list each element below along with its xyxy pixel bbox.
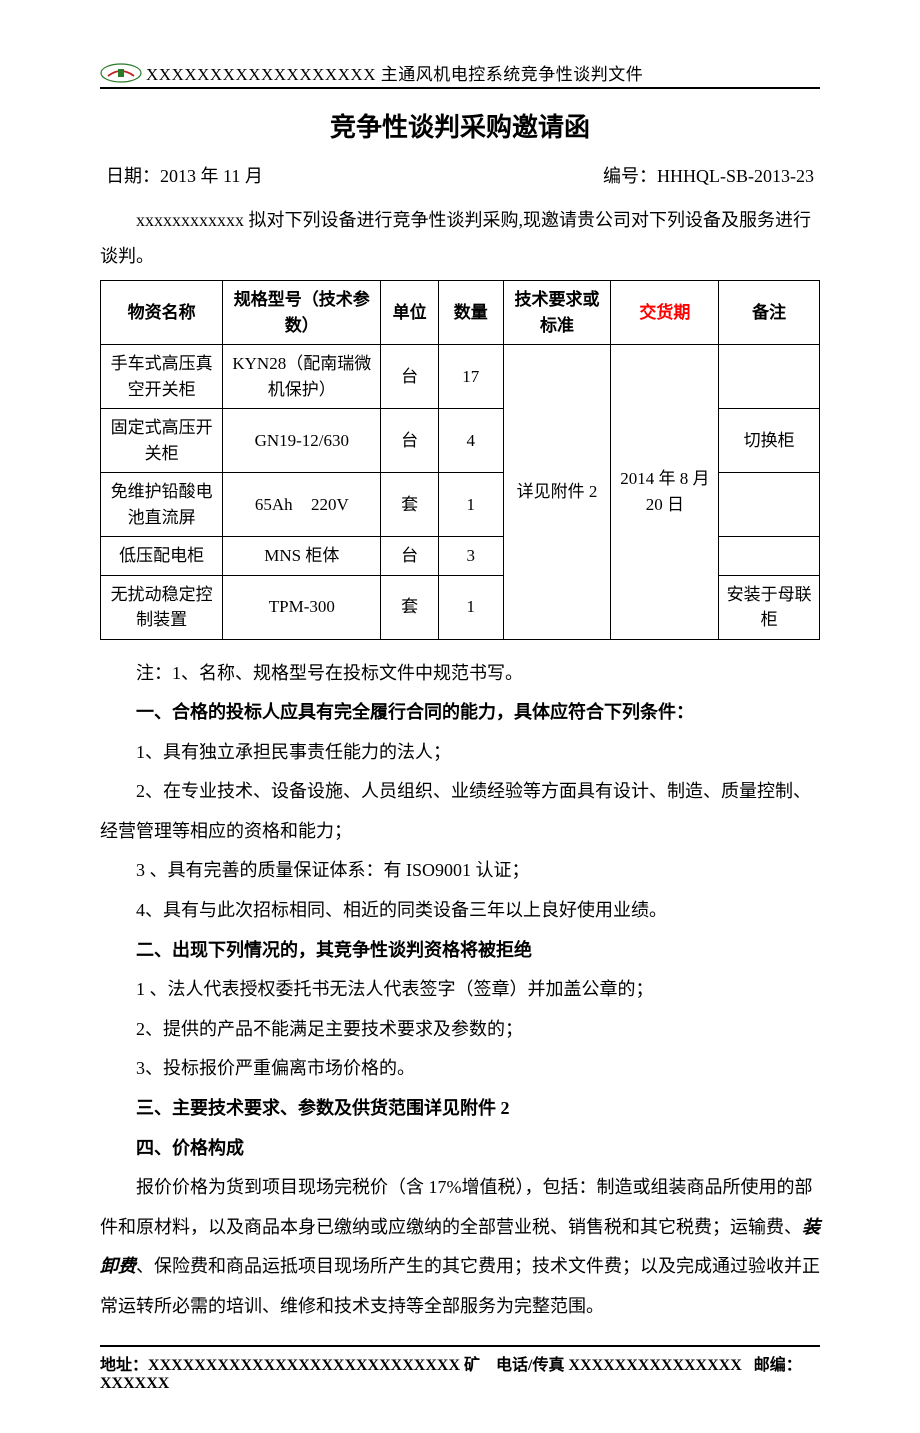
cell-spec: GN19-12/630	[223, 409, 381, 473]
cell-tech-merged: 详见附件 2	[503, 345, 611, 640]
section-4-title: 四、价格构成	[100, 1129, 820, 1169]
footer-tel-label: 电话/传真	[496, 1357, 564, 1374]
th-tech: 技术要求或标准	[503, 281, 611, 345]
document-title: 竞争性谈判采购邀请函	[100, 107, 820, 144]
footer-zip-label: 邮编：	[754, 1357, 802, 1374]
date-value: 2013 年 11 月	[160, 166, 263, 186]
cell-spec: MNS 柜体	[223, 537, 381, 576]
equipment-table: 物资名称 规格型号（技术参数） 单位 数量 技术要求或标准 交货期 备注 手车式…	[100, 280, 820, 640]
cell-delivery-merged: 2014 年 8 月 20 日	[611, 345, 719, 640]
ref-field: 编号：HHHQL-SB-2013-23	[603, 162, 814, 188]
cell-unit: 套	[381, 473, 439, 537]
cell-name: 手车式高压真空开关柜	[101, 345, 223, 409]
table-note: 注：1、名称、规格型号在投标文件中规范书写。	[100, 654, 820, 694]
cell-name: 无扰动稳定控制装置	[101, 575, 223, 639]
th-name: 物资名称	[101, 281, 223, 345]
cell-unit: 台	[381, 537, 439, 576]
th-unit: 单位	[381, 281, 439, 345]
footer-zip: XXXXXX	[100, 1375, 169, 1392]
cell-remark	[719, 537, 820, 576]
footer-tel: XXXXXXXXXXXXXXX	[568, 1357, 741, 1374]
cell-qty: 1	[438, 575, 503, 639]
logo-icon	[100, 62, 142, 84]
cell-qty: 1	[438, 473, 503, 537]
document-page: XXXXXXXXXXXXXXXXXX 主通风机电控系统竞争性谈判文件 竞争性谈判…	[0, 0, 920, 1433]
table-row: 手车式高压真空开关柜 KYN28（配南瑞微机保护） 台 17 详见附件 2 20…	[101, 345, 820, 409]
cell-unit: 台	[381, 409, 439, 473]
section-4-body: 报价价格为货到项目现场完税价（含 17%增值税），包括：制造或组装商品所使用的部…	[100, 1168, 820, 1326]
cell-qty: 4	[438, 409, 503, 473]
section-4-pre: 报价价格为货到项目现场完税价（含 17%增值税），包括：制造或组装商品所使用的部…	[100, 1177, 813, 1237]
cell-remark: 安装于母联柜	[719, 575, 820, 639]
section-1-title: 一、合格的投标人应具有完全履行合同的能力，具体应符合下列条件：	[100, 693, 820, 733]
section-1-item: 2、在专业技术、设备设施、人员组织、业绩经验等方面具有设计、制造、质量控制、经营…	[100, 772, 820, 851]
section-2-item: 2、提供的产品不能满足主要技术要求及参数的；	[100, 1010, 820, 1050]
date-label: 日期：	[106, 166, 160, 186]
th-qty: 数量	[438, 281, 503, 345]
ref-value: HHHQL-SB-2013-23	[657, 166, 814, 186]
intro-paragraph: xxxxxxxxxxxx 拟对下列设备进行竞争性谈判采购,现邀请贵公司对下列设备…	[100, 202, 820, 274]
cell-unit: 台	[381, 345, 439, 409]
cell-remark	[719, 345, 820, 409]
cell-remark	[719, 473, 820, 537]
cell-name: 固定式高压开关柜	[101, 409, 223, 473]
cell-remark: 切换柜	[719, 409, 820, 473]
footer-addr-label: 地址：	[100, 1357, 148, 1374]
table-header-row: 物资名称 规格型号（技术参数） 单位 数量 技术要求或标准 交货期 备注	[101, 281, 820, 345]
cell-spec: TPM-300	[223, 575, 381, 639]
page-header: XXXXXXXXXXXXXXXXXX 主通风机电控系统竞争性谈判文件	[100, 60, 820, 89]
header-text: XXXXXXXXXXXXXXXXXX 主通风机电控系统竞争性谈判文件	[146, 60, 643, 85]
cell-spec: KYN28（配南瑞微机保护）	[223, 345, 381, 409]
cell-name: 低压配电柜	[101, 537, 223, 576]
th-remark: 备注	[719, 281, 820, 345]
cell-name: 免维护铅酸电池直流屏	[101, 473, 223, 537]
footer-addr: XXXXXXXXXXXXXXXXXXXXXXXXXXX 矿	[148, 1357, 480, 1374]
cell-qty: 17	[438, 345, 503, 409]
section-3-title: 三、主要技术要求、参数及供货范围详见附件 2	[100, 1089, 820, 1129]
cell-qty: 3	[438, 537, 503, 576]
th-delivery: 交货期	[611, 281, 719, 345]
section-4-post: 、保险费和商品运抵项目现场所产生的其它费用；技术文件费；以及完成通过验收并正常运…	[100, 1256, 820, 1316]
page-footer: 地址：XXXXXXXXXXXXXXXXXXXXXXXXXXX 矿 电话/传真 X…	[100, 1345, 820, 1393]
section-1-item: 1、具有独立承担民事责任能力的法人；	[100, 733, 820, 773]
section-2-title: 二、出现下列情况的，其竞争性谈判资格将被拒绝	[100, 931, 820, 971]
th-spec: 规格型号（技术参数）	[223, 281, 381, 345]
cell-unit: 套	[381, 575, 439, 639]
ref-label: 编号：	[603, 166, 657, 186]
meta-row: 日期：2013 年 11 月 编号：HHHQL-SB-2013-23	[100, 162, 820, 188]
section-1-item: 4、具有与此次招标相同、相近的同类设备三年以上良好使用业绩。	[100, 891, 820, 931]
date-field: 日期：2013 年 11 月	[106, 162, 263, 188]
section-2-item: 1 、法人代表授权委托书无法人代表签字（签章）并加盖公章的；	[100, 970, 820, 1010]
cell-spec: 65Ah 220V	[223, 473, 381, 537]
section-1-item: 3 、具有完善的质量保证体系：有 ISO9001 认证；	[100, 851, 820, 891]
section-2-item: 3、投标报价严重偏离市场价格的。	[100, 1049, 820, 1089]
